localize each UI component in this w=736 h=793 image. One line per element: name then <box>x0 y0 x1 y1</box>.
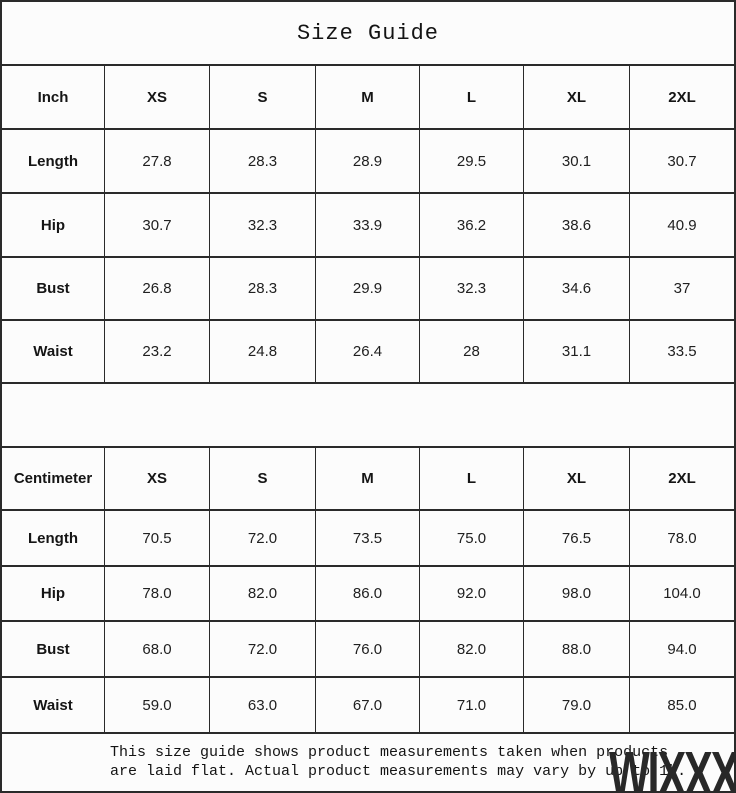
size-value-cell: 28.3 <box>209 128 315 192</box>
size-value-cell: 72.0 <box>209 620 315 676</box>
size-value-cell: 59.0 <box>104 676 209 732</box>
size-value-cell: 29.5 <box>419 128 523 192</box>
size-value-cell: 82.0 <box>419 620 523 676</box>
size-value-cell: 30.1 <box>523 128 629 192</box>
size-col-header: XS <box>104 66 209 128</box>
size-col-header: M <box>315 66 419 128</box>
size-value-cell: 40.9 <box>629 192 734 256</box>
size-value-cell: 73.5 <box>315 509 419 565</box>
row-label: Bust <box>2 256 104 319</box>
size-value-cell: 85.0 <box>629 676 734 732</box>
size-value-cell: 29.9 <box>315 256 419 319</box>
size-col-header: 2XL <box>629 66 734 128</box>
size-value-cell: 32.3 <box>209 192 315 256</box>
row-label: Hip <box>2 565 104 620</box>
size-value-cell: 37 <box>629 256 734 319</box>
inch-table: Inch XS S M L XL 2XL Length 27.8 28.3 28… <box>2 66 734 384</box>
row-label: Waist <box>2 676 104 732</box>
size-value-cell: 70.5 <box>104 509 209 565</box>
size-value-cell: 75.0 <box>419 509 523 565</box>
footer-line-2: are laid flat. Actual product measuremen… <box>110 763 687 780</box>
size-col-header: XL <box>523 66 629 128</box>
size-value-cell: 30.7 <box>104 192 209 256</box>
size-value-cell: 36.2 <box>419 192 523 256</box>
size-value-cell: 79.0 <box>523 676 629 732</box>
size-value-cell: 67.0 <box>315 676 419 732</box>
size-value-cell: 28.3 <box>209 256 315 319</box>
centimeter-table: Centimeter XS S M L XL 2XL Length 70.5 7… <box>2 448 734 734</box>
size-value-cell: 92.0 <box>419 565 523 620</box>
row-label: Hip <box>2 192 104 256</box>
page-title: Size Guide <box>296 20 440 46</box>
size-value-cell: 30.7 <box>629 128 734 192</box>
size-col-header: XL <box>523 448 629 509</box>
size-col-header: L <box>419 66 523 128</box>
spacer-row <box>2 384 734 448</box>
size-value-cell: 104.0 <box>629 565 734 620</box>
row-label: Length <box>2 128 104 192</box>
size-col-header: S <box>209 448 315 509</box>
size-value-cell: 23.2 <box>104 319 209 382</box>
size-value-cell: 98.0 <box>523 565 629 620</box>
size-col-header: 2XL <box>629 448 734 509</box>
size-value-cell: 94.0 <box>629 620 734 676</box>
title-row: Size Guide <box>2 2 734 66</box>
size-value-cell: 33.5 <box>629 319 734 382</box>
size-value-cell: 28 <box>419 319 523 382</box>
size-value-cell: 26.8 <box>104 256 209 319</box>
watermark: WIXXX <box>608 738 736 793</box>
row-label: Bust <box>2 620 104 676</box>
unit-header-centimeter: Centimeter <box>13 470 93 487</box>
size-value-cell: 82.0 <box>209 565 315 620</box>
size-col-header: L <box>419 448 523 509</box>
size-value-cell: 63.0 <box>209 676 315 732</box>
size-value-cell: 76.0 <box>315 620 419 676</box>
size-value-cell: 32.3 <box>419 256 523 319</box>
size-value-cell: 34.6 <box>523 256 629 319</box>
size-value-cell: 86.0 <box>315 565 419 620</box>
size-value-cell: 76.5 <box>523 509 629 565</box>
size-value-cell: 88.0 <box>523 620 629 676</box>
size-col-header: S <box>209 66 315 128</box>
size-value-cell: 33.9 <box>315 192 419 256</box>
footer-note: This size guide shows product measuremen… <box>2 734 734 781</box>
size-value-cell: 27.8 <box>104 128 209 192</box>
size-value-cell: 68.0 <box>104 620 209 676</box>
row-label: Waist <box>2 319 104 382</box>
size-value-cell: 78.0 <box>104 565 209 620</box>
size-value-cell: 38.6 <box>523 192 629 256</box>
size-value-cell: 78.0 <box>629 509 734 565</box>
size-col-header: M <box>315 448 419 509</box>
size-value-cell: 72.0 <box>209 509 315 565</box>
size-value-cell: 31.1 <box>523 319 629 382</box>
unit-header-inch: Inch <box>37 88 69 106</box>
size-value-cell: 28.9 <box>315 128 419 192</box>
size-value-cell: 26.4 <box>315 319 419 382</box>
size-col-header: XS <box>104 448 209 509</box>
footer-line-1: This size guide shows product measuremen… <box>110 744 669 761</box>
size-value-cell: 24.8 <box>209 319 315 382</box>
row-label: Length <box>2 509 104 565</box>
size-value-cell: 71.0 <box>419 676 523 732</box>
